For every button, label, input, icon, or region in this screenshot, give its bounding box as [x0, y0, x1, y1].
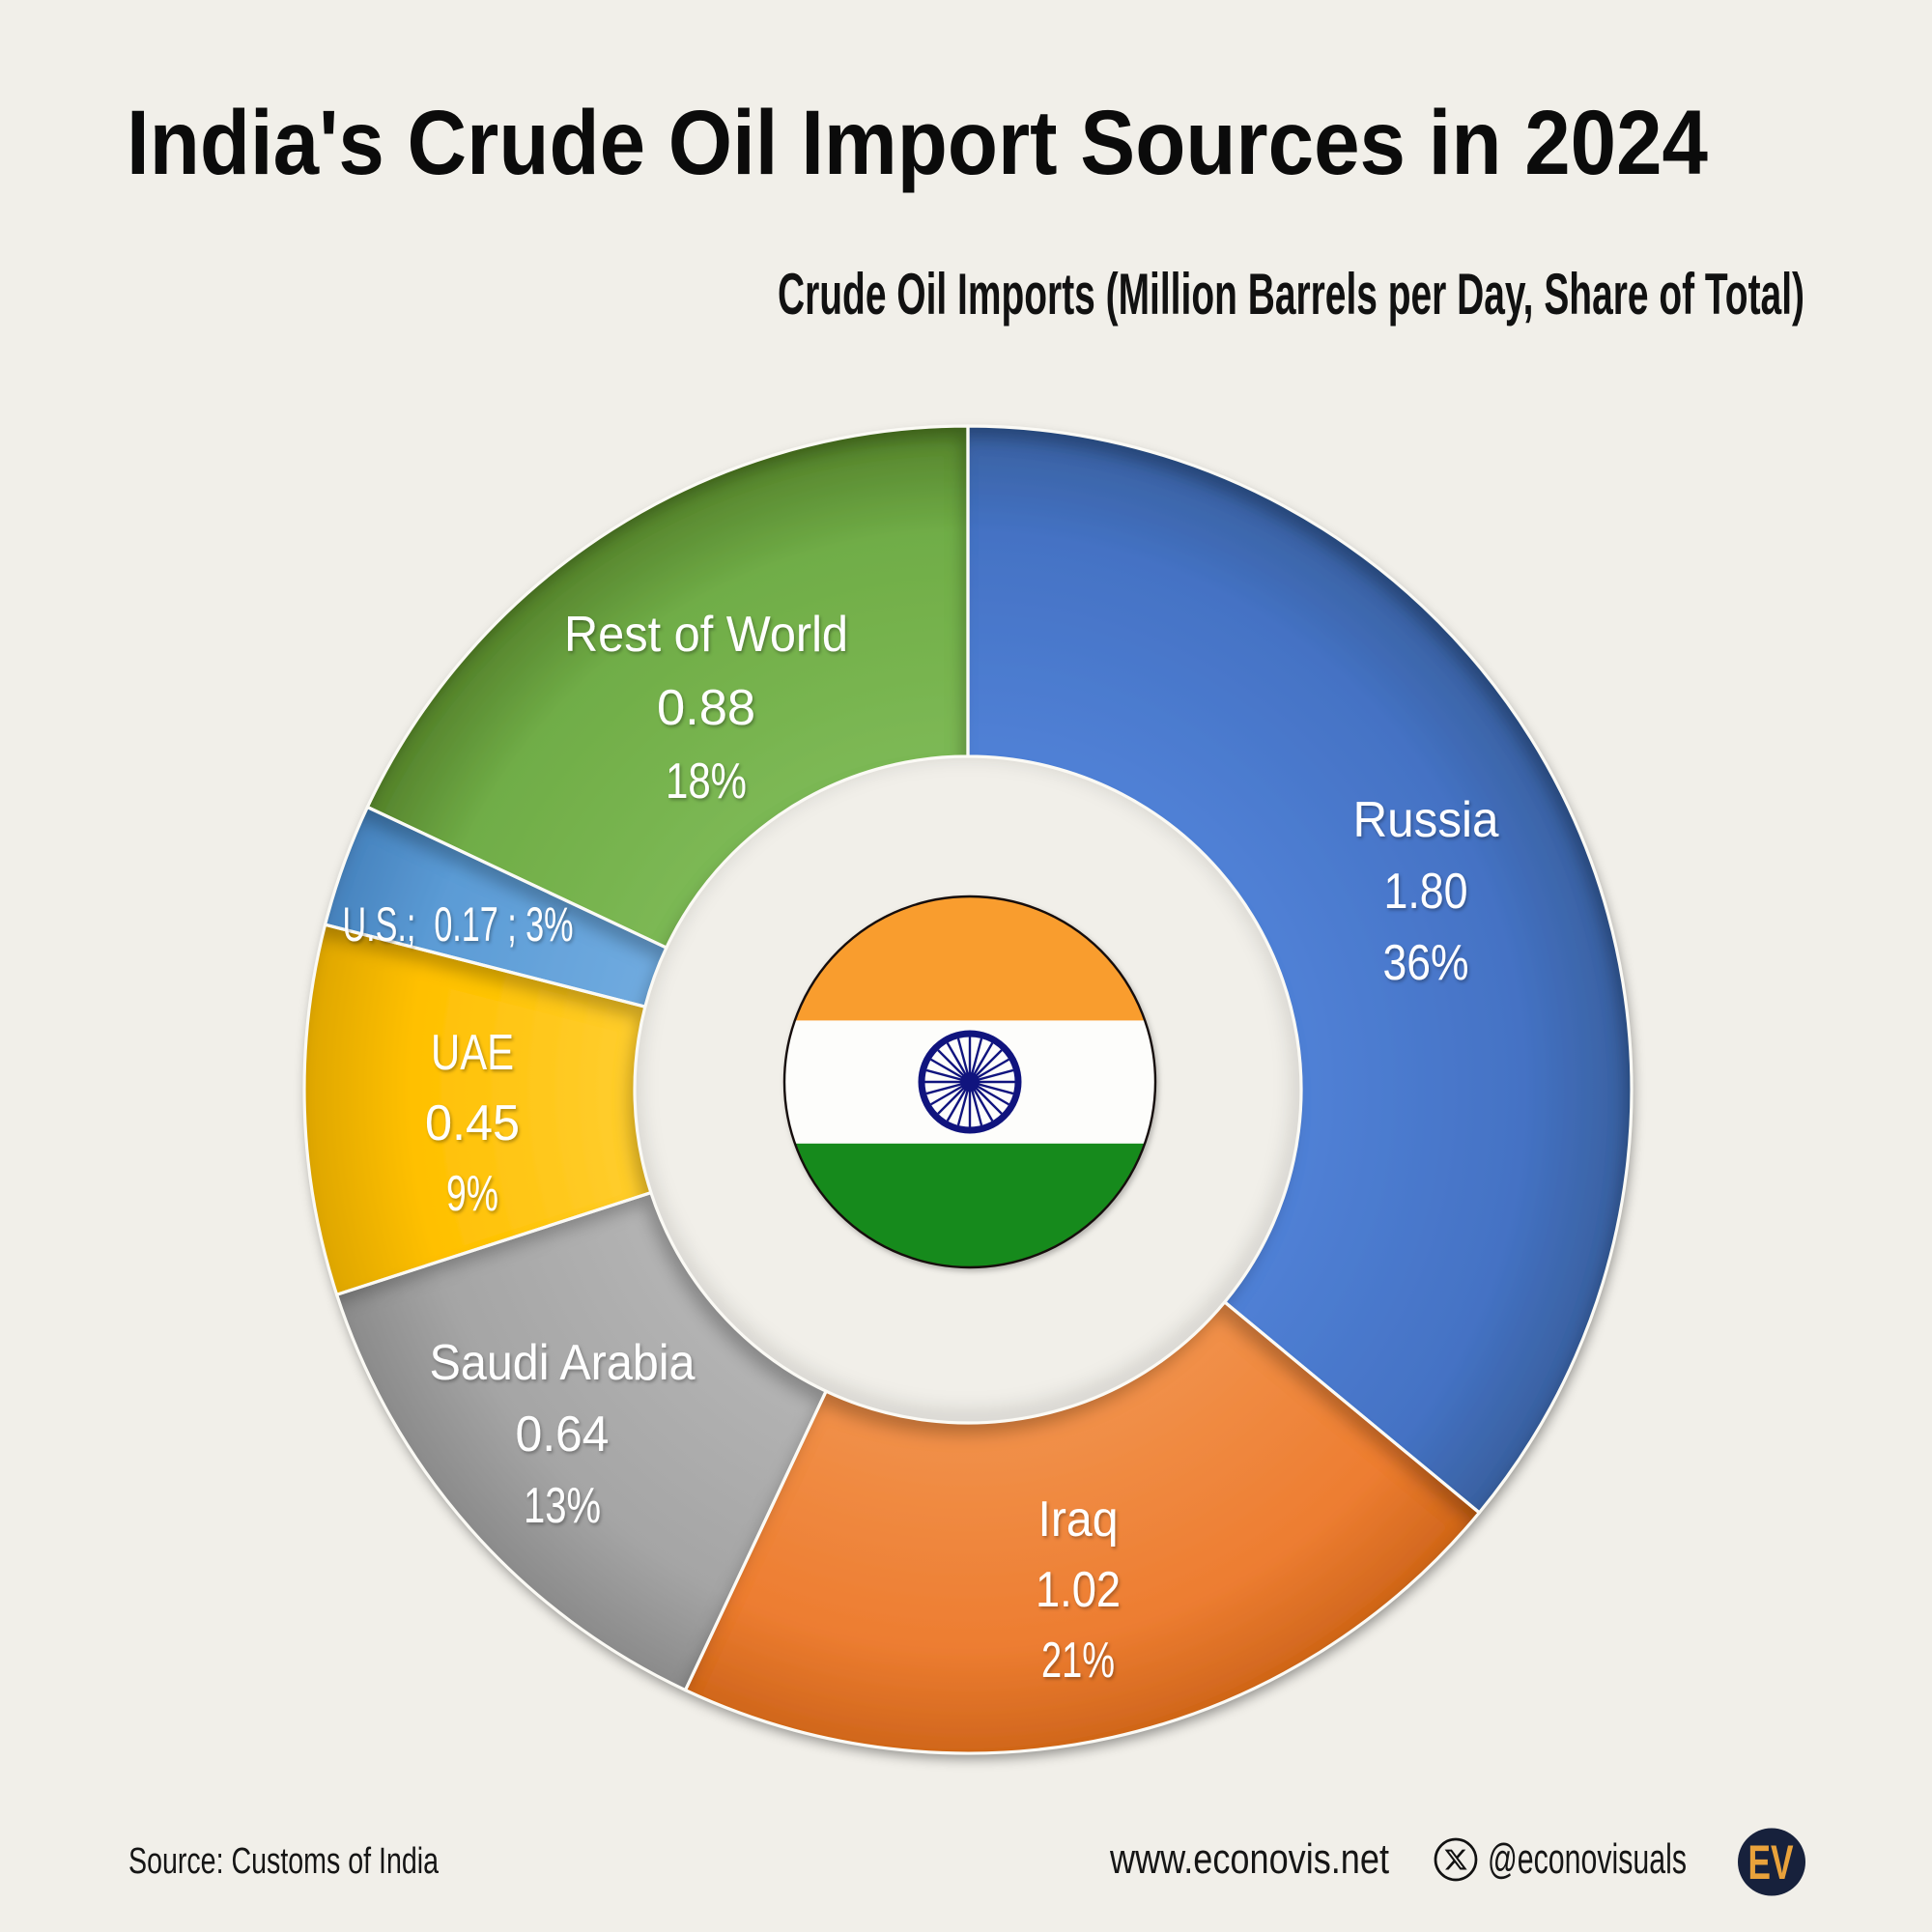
- svg-text:1.80: 1.80: [1384, 864, 1468, 920]
- svg-text:Source: Customs of India: Source: Customs of India: [128, 1841, 440, 1882]
- svg-text:Crude Oil Imports (Million Bar: Crude Oil Imports (Million Barrels per D…: [778, 262, 1804, 327]
- svg-text:@econovisuals: @econovisuals: [1488, 1835, 1687, 1883]
- svg-text:UAE: UAE: [431, 1025, 514, 1081]
- svg-text:36%: 36%: [1383, 935, 1469, 991]
- svg-text:India's Crude Oil Import Sourc: India's Crude Oil Import Sources in 2024: [127, 92, 1708, 194]
- svg-text:13%: 13%: [524, 1478, 601, 1534]
- svg-text:www.econovis.net: www.econovis.net: [1109, 1835, 1389, 1883]
- svg-text:9%: 9%: [446, 1166, 498, 1222]
- svg-text:Saudi Arabia: Saudi Arabia: [430, 1335, 696, 1391]
- svg-text:Russia: Russia: [1353, 792, 1499, 848]
- svg-text:21%: 21%: [1041, 1633, 1115, 1689]
- svg-text:0.64: 0.64: [516, 1406, 610, 1463]
- svg-text:Rest of World: Rest of World: [564, 607, 848, 663]
- svg-text:18%: 18%: [666, 753, 747, 810]
- svg-text:0.88: 0.88: [657, 680, 755, 736]
- svg-text:U.S.; 0.17 ; 3%: U.S.; 0.17 ; 3%: [343, 897, 574, 952]
- svg-text:0.45: 0.45: [425, 1095, 520, 1151]
- svg-text:Iraq: Iraq: [1038, 1492, 1119, 1548]
- svg-text:EV: EV: [1748, 1835, 1794, 1889]
- svg-text:1.02: 1.02: [1036, 1562, 1121, 1618]
